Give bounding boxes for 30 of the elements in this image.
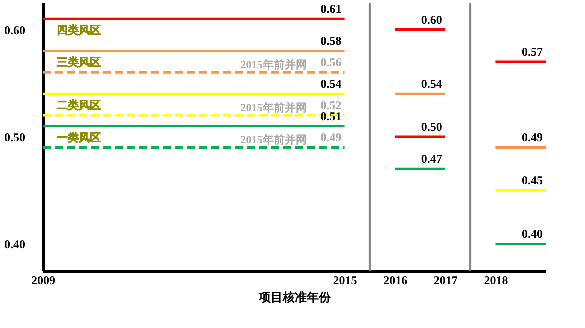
series-label: 三类风区 [57,56,101,70]
y-tick-label: 0.50 [4,130,26,144]
data-label: 0.50 [421,120,442,134]
x-tick-label: 2009 [32,274,56,288]
data-label: 0.45 [522,174,543,188]
data-label: 0.60 [421,12,442,27]
data-label: 0.52 [320,98,342,113]
series-label: 2015年前并网 [240,102,307,115]
x-axis-title: 项目核准年份 [258,290,332,304]
series-label: 一类风区 [57,131,101,144]
x-tick-label: 2017 [434,274,458,288]
data-label: 0.40 [522,227,543,242]
series-label: 二类风区 [57,99,101,112]
data-label: 0.57 [522,44,543,59]
data-label: 0.47 [421,152,442,166]
series-label: 四类风区 [57,24,101,38]
x-tick-label: 2018 [484,274,508,288]
data-label: 0.56 [320,56,342,70]
y-tick-label: 0.40 [4,238,26,252]
data-label: 0.61 [320,2,342,16]
data-label: 0.49 [522,130,543,145]
data-label: 0.49 [320,130,342,145]
x-tick-label: 2016 [384,274,408,288]
y-tick-label: 0.60 [4,23,26,38]
series-label: 2015年前并网 [240,134,307,147]
series-label: 2015年前并网 [240,58,307,72]
data-label: 0.58 [320,34,342,48]
data-label: 0.54 [320,77,342,92]
data-label: 0.54 [421,77,442,92]
x-tick-label: 2015 [333,274,358,288]
